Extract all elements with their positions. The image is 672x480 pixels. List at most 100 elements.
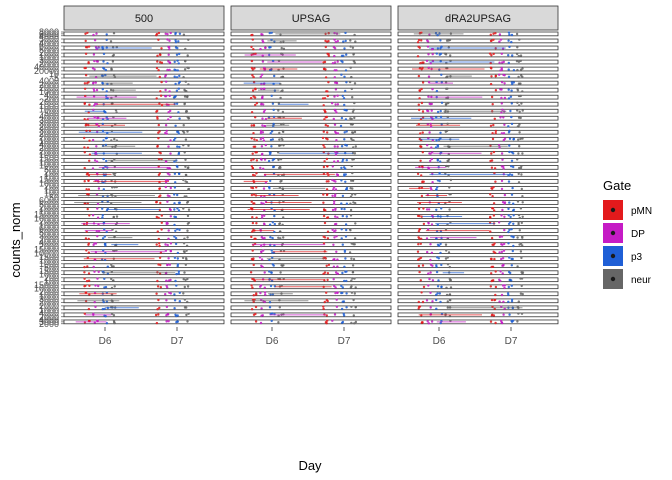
data-point bbox=[508, 201, 511, 204]
data-point bbox=[102, 249, 105, 252]
data-point bbox=[270, 249, 273, 252]
data-point bbox=[159, 53, 162, 57]
data-point bbox=[327, 180, 330, 183]
data-point bbox=[430, 109, 433, 112]
data-point bbox=[272, 108, 275, 112]
data-point bbox=[509, 109, 512, 113]
data-point bbox=[351, 193, 354, 196]
data-point bbox=[250, 200, 253, 203]
data-point bbox=[268, 301, 272, 304]
data-point bbox=[93, 89, 96, 93]
data-point bbox=[448, 293, 451, 296]
data-point bbox=[261, 131, 265, 134]
data-point bbox=[332, 278, 335, 281]
data-point bbox=[94, 305, 97, 309]
data-point bbox=[87, 279, 91, 282]
data-point bbox=[264, 117, 268, 121]
facet-panel bbox=[230, 38, 392, 44]
data-point bbox=[444, 53, 448, 56]
data-point bbox=[494, 75, 497, 78]
data-point bbox=[323, 271, 327, 274]
data-point bbox=[500, 102, 503, 105]
facet-panel bbox=[230, 108, 392, 114]
data-point bbox=[494, 321, 497, 325]
data-point bbox=[520, 256, 523, 260]
data-point bbox=[83, 66, 86, 70]
data-point bbox=[494, 89, 498, 92]
data-point bbox=[498, 40, 501, 43]
data-point bbox=[521, 109, 524, 112]
data-point bbox=[498, 61, 501, 64]
y-axis-title: counts_norm bbox=[8, 202, 23, 277]
data-point bbox=[430, 223, 434, 226]
data-point bbox=[332, 186, 336, 189]
data-point bbox=[430, 102, 433, 106]
data-point bbox=[439, 300, 442, 304]
data-point bbox=[510, 264, 513, 267]
data-point bbox=[164, 160, 168, 163]
data-point bbox=[425, 59, 429, 63]
data-point bbox=[105, 38, 108, 42]
data-point bbox=[95, 88, 99, 92]
data-point bbox=[420, 291, 423, 294]
data-point bbox=[418, 270, 421, 274]
data-point bbox=[421, 131, 424, 134]
data-point bbox=[263, 214, 266, 217]
data-point bbox=[168, 61, 172, 64]
data-point bbox=[431, 181, 434, 184]
data-point bbox=[435, 139, 438, 142]
data-point bbox=[341, 243, 344, 246]
data-point bbox=[490, 272, 493, 275]
data-point bbox=[91, 214, 95, 217]
data-point bbox=[345, 228, 348, 232]
data-point bbox=[521, 215, 524, 218]
data-point bbox=[345, 144, 348, 147]
data-point bbox=[512, 202, 515, 205]
data-point bbox=[176, 145, 179, 148]
data-point bbox=[278, 131, 281, 135]
data-point bbox=[178, 300, 181, 303]
data-point bbox=[94, 284, 97, 287]
data-point bbox=[510, 319, 513, 323]
data-point bbox=[517, 138, 520, 141]
data-point bbox=[416, 41, 420, 44]
data-point bbox=[430, 320, 434, 323]
data-point bbox=[93, 270, 96, 273]
data-point bbox=[174, 39, 177, 42]
data-point bbox=[183, 102, 186, 105]
data-point bbox=[87, 237, 90, 241]
data-point bbox=[521, 271, 525, 274]
data-point bbox=[97, 270, 100, 274]
data-point bbox=[252, 294, 255, 297]
data-point bbox=[333, 47, 337, 50]
data-point bbox=[515, 32, 519, 36]
data-point bbox=[503, 242, 506, 246]
data-point bbox=[344, 173, 347, 176]
data-point bbox=[503, 82, 506, 85]
data-point bbox=[157, 131, 160, 134]
data-point bbox=[169, 139, 172, 142]
data-point bbox=[519, 137, 522, 141]
data-point bbox=[273, 74, 276, 78]
data-point bbox=[334, 286, 337, 289]
x-tick-label: D6 bbox=[99, 336, 112, 347]
data-point bbox=[101, 307, 105, 311]
data-point bbox=[173, 60, 176, 64]
data-point bbox=[96, 60, 100, 63]
data-point bbox=[280, 46, 283, 50]
data-point bbox=[437, 279, 440, 282]
data-point bbox=[420, 39, 423, 42]
y-tick-label: 2000 bbox=[39, 319, 59, 329]
data-point bbox=[334, 215, 337, 218]
data-point bbox=[102, 157, 105, 161]
data-point bbox=[340, 202, 343, 205]
data-point bbox=[251, 216, 254, 219]
data-point bbox=[165, 299, 168, 302]
data-point bbox=[449, 286, 453, 289]
facet-panel bbox=[63, 59, 225, 65]
data-point bbox=[166, 194, 170, 197]
data-point bbox=[353, 152, 357, 155]
data-point bbox=[421, 110, 425, 113]
data-point bbox=[341, 286, 344, 289]
data-point bbox=[436, 285, 440, 288]
